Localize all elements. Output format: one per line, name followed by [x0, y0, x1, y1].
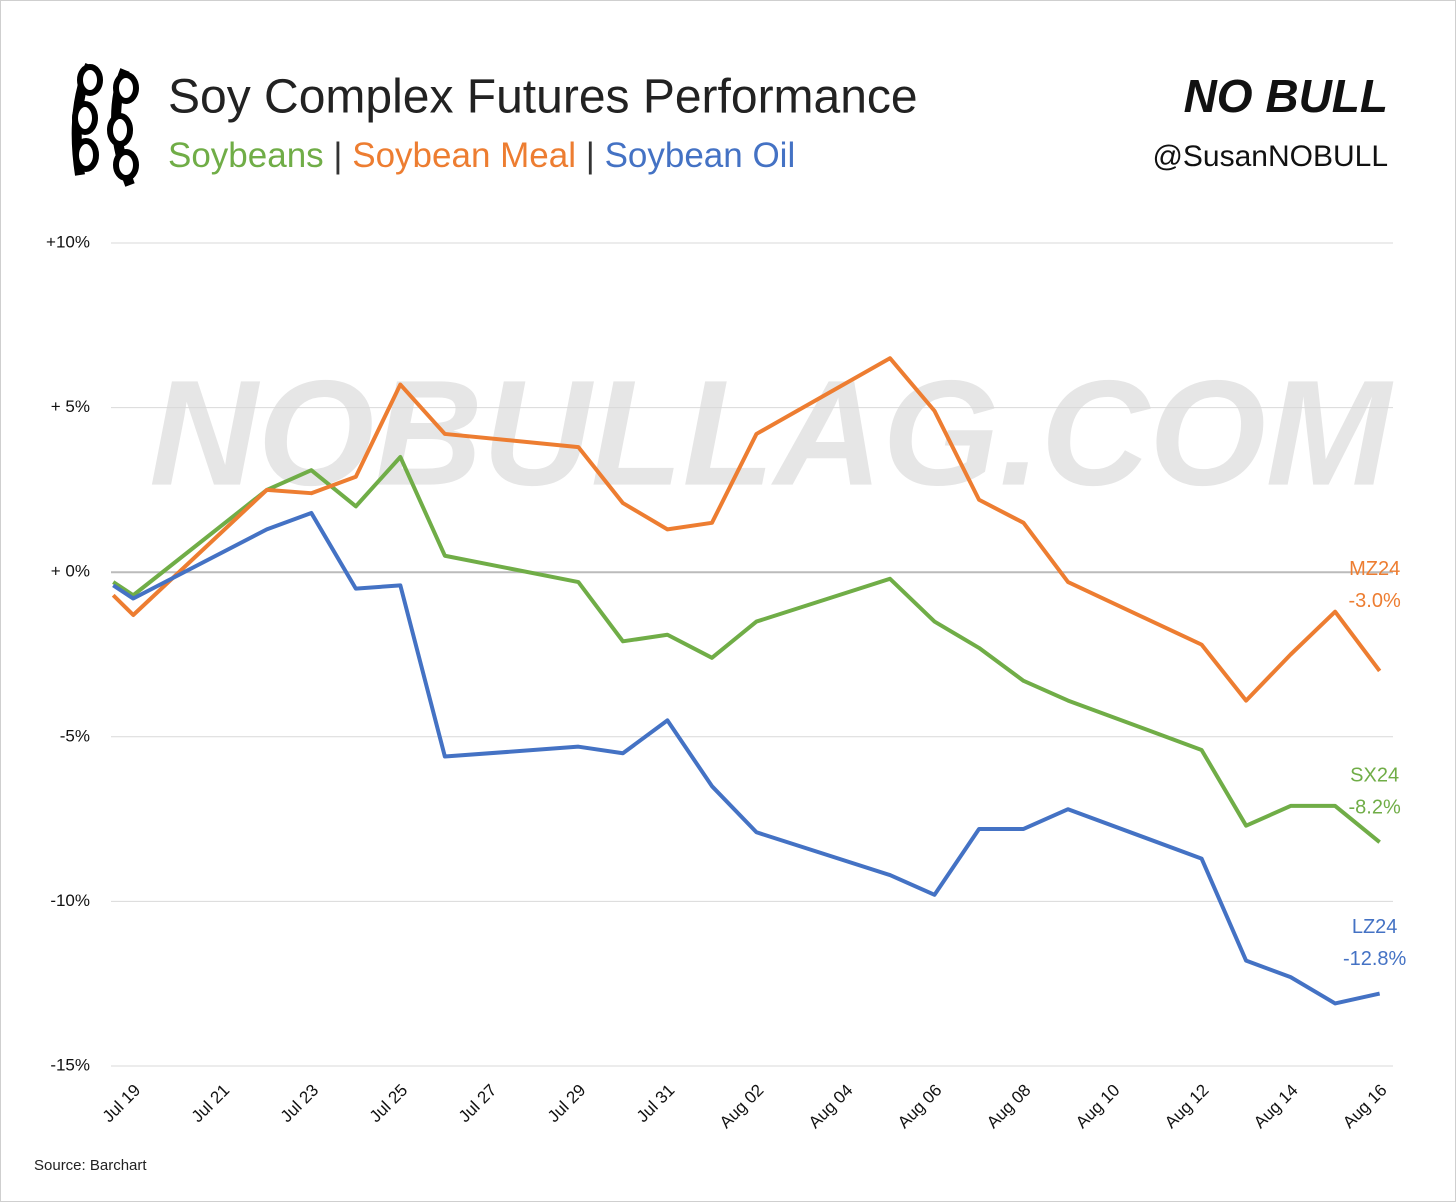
value-label: -8.2%	[1349, 796, 1401, 818]
soy-icon	[71, 62, 139, 187]
y-tick-label: + 5%	[51, 397, 90, 416]
brand: NO BULL	[1184, 70, 1388, 122]
series-line	[111, 356, 1382, 703]
source: Source: Barchart	[34, 1157, 147, 1174]
value-label: -3.0%	[1349, 590, 1401, 612]
y-tick-label: -5%	[60, 726, 90, 745]
handle: @SusanNOBULL	[1152, 140, 1388, 173]
legend-entry: Soybeans	[168, 136, 324, 175]
subtitle: Soybeans | Soybean Meal | Soybean Oil	[168, 136, 795, 175]
y-tick-label: -10%	[50, 891, 90, 910]
series-code: MZ24	[1349, 558, 1400, 580]
series-code: SX24	[1350, 764, 1399, 786]
series-line	[112, 510, 1381, 1006]
value-label: -12.8%	[1343, 948, 1407, 970]
legend-entry: Soybean Oil	[605, 136, 796, 175]
series-line	[112, 454, 1381, 844]
y-tick-label: -15%	[50, 1055, 90, 1074]
watermark: NOBULLAG.COM	[149, 349, 1394, 517]
separator: |	[333, 136, 342, 175]
legend-entry: Soybean Meal	[352, 136, 576, 175]
series-code: LZ24	[1352, 916, 1398, 938]
y-tick-label: + 0%	[51, 562, 90, 581]
chart-title: Soy Complex Futures Performance	[168, 71, 918, 124]
separator: |	[586, 136, 595, 175]
y-tick-label: +10%	[46, 232, 90, 251]
